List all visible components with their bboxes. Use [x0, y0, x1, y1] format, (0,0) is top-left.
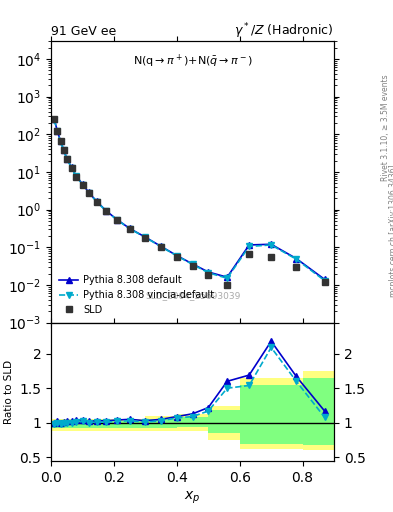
Pythia 8.308 default: [94, 198, 99, 204]
SLD: [94, 199, 99, 205]
SLD: [143, 234, 148, 241]
Pythia 8.308 default: [52, 116, 57, 122]
Pythia 8.308 vincia-default: [143, 234, 148, 241]
SLD: [225, 282, 230, 288]
Pythia 8.308 vincia-default: [190, 261, 195, 267]
SLD: [174, 254, 179, 260]
SLD: [247, 250, 252, 257]
Pythia 8.308 default: [69, 164, 74, 170]
Pythia 8.308 vincia-default: [74, 174, 79, 180]
SLD: [55, 128, 60, 134]
Pythia 8.308 vincia-default: [247, 243, 252, 249]
Pythia 8.308 default: [61, 147, 66, 153]
Pythia 8.308 default: [269, 241, 274, 247]
Text: Rivet 3.1.10, ≥ 3.5M events: Rivet 3.1.10, ≥ 3.5M events: [381, 75, 390, 181]
Line: Pythia 8.308 default: Pythia 8.308 default: [51, 117, 327, 282]
Pythia 8.308 vincia-default: [69, 164, 74, 170]
SLD: [322, 279, 327, 285]
Pythia 8.308 vincia-default: [127, 226, 132, 232]
Text: mcplots.cern.ch [arXiv:1306.3436]: mcplots.cern.ch [arXiv:1306.3436]: [389, 164, 393, 297]
SLD: [86, 189, 91, 196]
Text: SLD_2004_S5693039: SLD_2004_S5693039: [145, 291, 240, 300]
SLD: [69, 164, 74, 170]
SLD: [269, 254, 274, 260]
Text: $\gamma^*/Z$ (Hadronic): $\gamma^*/Z$ (Hadronic): [235, 22, 334, 41]
Pythia 8.308 default: [86, 189, 91, 196]
Legend: Pythia 8.308 default, Pythia 8.308 vincia-default, SLD: Pythia 8.308 default, Pythia 8.308 vinci…: [56, 272, 217, 318]
SLD: [64, 156, 69, 162]
Pythia 8.308 vincia-default: [159, 244, 163, 250]
Pythia 8.308 vincia-default: [225, 275, 230, 281]
SLD: [80, 182, 85, 188]
Pythia 8.308 vincia-default: [52, 117, 57, 123]
Pythia 8.308 vincia-default: [115, 217, 119, 223]
Pythia 8.308 default: [225, 274, 230, 280]
Pythia 8.308 vincia-default: [269, 242, 274, 248]
Pythia 8.308 default: [159, 243, 163, 249]
Pythia 8.308 vincia-default: [174, 253, 179, 259]
Pythia 8.308 default: [58, 138, 63, 144]
Pythia 8.308 vincia-default: [206, 270, 211, 276]
Pythia 8.308 vincia-default: [294, 256, 299, 262]
Pythia 8.308 default: [74, 173, 79, 179]
SLD: [127, 226, 132, 232]
Pythia 8.308 vincia-default: [55, 128, 60, 134]
Pythia 8.308 vincia-default: [64, 156, 69, 162]
Pythia 8.308 default: [143, 234, 148, 240]
Pythia 8.308 vincia-default: [94, 199, 99, 205]
Pythia 8.308 vincia-default: [58, 138, 63, 144]
Line: SLD: SLD: [51, 116, 328, 288]
Pythia 8.308 default: [206, 269, 211, 275]
SLD: [52, 116, 57, 122]
Y-axis label: $R^{\pi}_{\mathrm{p}}$: $R^{\pi}_{\mathrm{p}}$: [0, 173, 2, 191]
Text: 91 GeV ee: 91 GeV ee: [51, 25, 116, 38]
Pythia 8.308 default: [127, 225, 132, 231]
Pythia 8.308 vincia-default: [86, 189, 91, 196]
Pythia 8.308 default: [247, 242, 252, 248]
SLD: [61, 147, 66, 153]
Pythia 8.308 default: [64, 156, 69, 162]
Pythia 8.308 default: [80, 181, 85, 187]
Pythia 8.308 vincia-default: [61, 147, 66, 153]
Pythia 8.308 default: [115, 217, 119, 223]
Pythia 8.308 default: [104, 208, 108, 214]
Pythia 8.308 default: [174, 252, 179, 259]
Pythia 8.308 vincia-default: [104, 208, 108, 214]
Y-axis label: Ratio to SLD: Ratio to SLD: [4, 359, 14, 424]
X-axis label: $x_p$: $x_p$: [184, 490, 201, 506]
Pythia 8.308 default: [190, 261, 195, 267]
SLD: [104, 208, 108, 215]
SLD: [206, 272, 211, 279]
SLD: [115, 217, 119, 223]
Pythia 8.308 default: [55, 128, 60, 134]
SLD: [190, 263, 195, 269]
Text: N(q$\rightarrow\pi^+$)+N($\bar{q}\rightarrow\pi^-$): N(q$\rightarrow\pi^+$)+N($\bar{q}\righta…: [132, 52, 253, 70]
Pythia 8.308 vincia-default: [322, 278, 327, 284]
Pythia 8.308 default: [322, 276, 327, 283]
Pythia 8.308 default: [294, 255, 299, 262]
SLD: [159, 244, 163, 250]
Line: Pythia 8.308 vincia-default: Pythia 8.308 vincia-default: [51, 117, 327, 283]
SLD: [58, 138, 63, 144]
SLD: [74, 174, 79, 180]
Pythia 8.308 vincia-default: [80, 182, 85, 188]
SLD: [294, 264, 299, 270]
